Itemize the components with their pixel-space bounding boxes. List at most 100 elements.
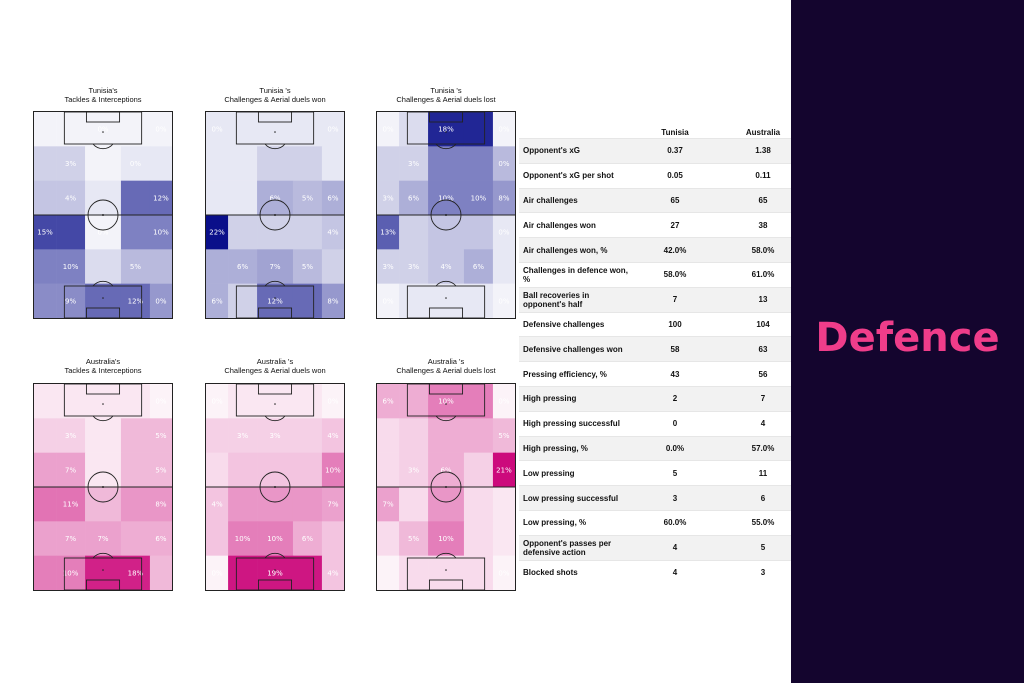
heatmap-cell	[377, 418, 400, 453]
heatmap-cell	[206, 249, 229, 284]
penalty-spot-top	[445, 403, 447, 405]
cell-value-label: 9%	[65, 297, 76, 305]
penalty-box-bottom	[63, 285, 143, 318]
cell-value-label: 6%	[237, 263, 248, 271]
stat-label: Defensive challenges won	[519, 336, 631, 362]
cell-value-label: 5%	[155, 466, 166, 474]
table-row: Opponent's passes per defensive action 4 5	[519, 534, 807, 561]
table-row: Opponent's xG per shot 0.05 0.11	[519, 162, 807, 189]
heatmap-cell	[56, 249, 86, 284]
penalty-spot-bottom	[102, 297, 104, 299]
heatmap-cell	[56, 112, 86, 147]
cell-value-label: 6%	[382, 398, 393, 406]
stat-label: Pressing efficiency, %	[519, 361, 631, 387]
heatmap-cell	[56, 487, 86, 522]
penalty-arc-top	[264, 143, 286, 150]
heatmap-cell	[377, 384, 400, 419]
cell-value-label: 4%	[327, 569, 338, 577]
heatmap-cell	[428, 180, 465, 216]
stat-label: Air challenges won	[519, 212, 631, 238]
heatmap-cell	[463, 215, 494, 250]
heatmap-cell	[228, 249, 258, 284]
penalty-spot-top	[274, 131, 276, 133]
penalty-arc-top	[435, 415, 457, 422]
cell-value-label: 7%	[65, 535, 76, 543]
heatmap-cell	[463, 384, 494, 419]
heatmap-cell	[257, 249, 294, 284]
cell-value-label: 0%	[211, 126, 222, 134]
center-spot	[445, 486, 447, 488]
cell-value-label: 3%	[408, 466, 419, 474]
pitch: 0% 0% 3% 3% 4% 10% 4% 7% 10% 10% 6% 0% 19% 4%	[205, 383, 345, 591]
heatmap-cell	[85, 215, 122, 250]
cell-value-label: 8%	[498, 194, 509, 202]
cell-value-label: 6%	[440, 466, 451, 474]
section-title: Defence	[815, 315, 1000, 361]
goal-area-bottom	[257, 579, 293, 590]
cell-value-label: 10%	[267, 535, 283, 543]
penalty-spot-bottom	[274, 569, 276, 571]
cell-value-label: 0%	[498, 569, 509, 577]
center-circle	[87, 471, 119, 503]
heatmap-cell	[292, 283, 323, 318]
cell-value-label: 0%	[97, 126, 108, 134]
cell-value-label: 0%	[130, 160, 141, 168]
heatmap-cell	[257, 418, 294, 453]
heatmap-cell	[228, 487, 258, 522]
heatmap-cell	[292, 215, 323, 250]
heatmap-cell	[120, 249, 151, 284]
stat-label: Air challenges won, %	[519, 237, 631, 263]
penalty-box-bottom	[235, 557, 315, 590]
heatmap-cell	[377, 146, 400, 181]
heatmap-title: Tunisia 's Challenges & Aerial duels won	[224, 86, 326, 104]
stat-value-tunisia: 7	[631, 286, 719, 313]
heatmap-cell	[149, 384, 172, 419]
heatmap-cell	[120, 452, 151, 488]
heatmap-cell	[399, 521, 429, 556]
cell-value-label: 0%	[498, 398, 509, 406]
heatmap-cell	[56, 384, 86, 419]
penalty-spot-top	[445, 131, 447, 133]
penalty-arc-bottom	[92, 280, 114, 287]
cell-value-label: 0%	[211, 398, 222, 406]
heatmap-cell	[228, 180, 258, 216]
goal-area-top	[257, 384, 293, 395]
cell-value-label: 0%	[327, 398, 338, 406]
cell-value-label: 18%	[438, 126, 454, 134]
goal-area-bottom	[428, 579, 464, 590]
penalty-arc-bottom	[92, 552, 114, 559]
heatmap-cell	[399, 249, 429, 284]
heatmap-cell	[428, 146, 465, 181]
heatmap-cell	[492, 521, 515, 556]
center-spot	[445, 214, 447, 216]
heatmap-cell	[428, 215, 465, 250]
penalty-arc-top	[435, 143, 457, 150]
defence-stats-table: Tunisia Australia Opponent's xG 0.37 1.38 O…	[519, 126, 807, 585]
table-body: Opponent's xG 0.37 1.38 Opponent's xG per s…	[519, 138, 807, 585]
cell-value-label: 3%	[65, 160, 76, 168]
stat-label: Low pressing successful	[519, 485, 631, 511]
stat-value-tunisia: 5	[631, 460, 719, 486]
heatmap-cell	[377, 452, 400, 488]
heatmap-svg: 0% 0% 3% 3% 4% 10% 4% 7% 10% 10% 6% 0% 19% 4%	[206, 384, 344, 590]
cell-value-label: 6%	[269, 194, 280, 202]
stat-value-tunisia: 60.0%	[631, 509, 719, 536]
center-circle	[87, 199, 119, 231]
cell-value-label: 7%	[327, 501, 338, 509]
heatmap-cell	[492, 146, 515, 181]
heatmap-cell	[149, 555, 172, 590]
heatmap-cell	[34, 521, 57, 556]
cell-value-label: 0%	[382, 297, 393, 305]
heatmap-cell	[85, 146, 122, 181]
stat-value-tunisia: 65	[631, 187, 719, 213]
penalty-arc-bottom	[264, 552, 286, 559]
pitch: 0% 3% 5% 7% 5% 11% 8% 7% 7% 6% 10% 18%	[33, 383, 173, 591]
penalty-arc-top	[92, 143, 114, 150]
heatmap-cell	[228, 452, 258, 488]
penalty-box-top	[63, 384, 143, 417]
heatmap-cell	[85, 418, 122, 453]
center-circle	[430, 199, 462, 231]
heatmap-cell	[206, 487, 229, 522]
stat-label: Ball recoveries in opponent's half	[519, 286, 631, 313]
heatmap-cell	[463, 180, 494, 216]
